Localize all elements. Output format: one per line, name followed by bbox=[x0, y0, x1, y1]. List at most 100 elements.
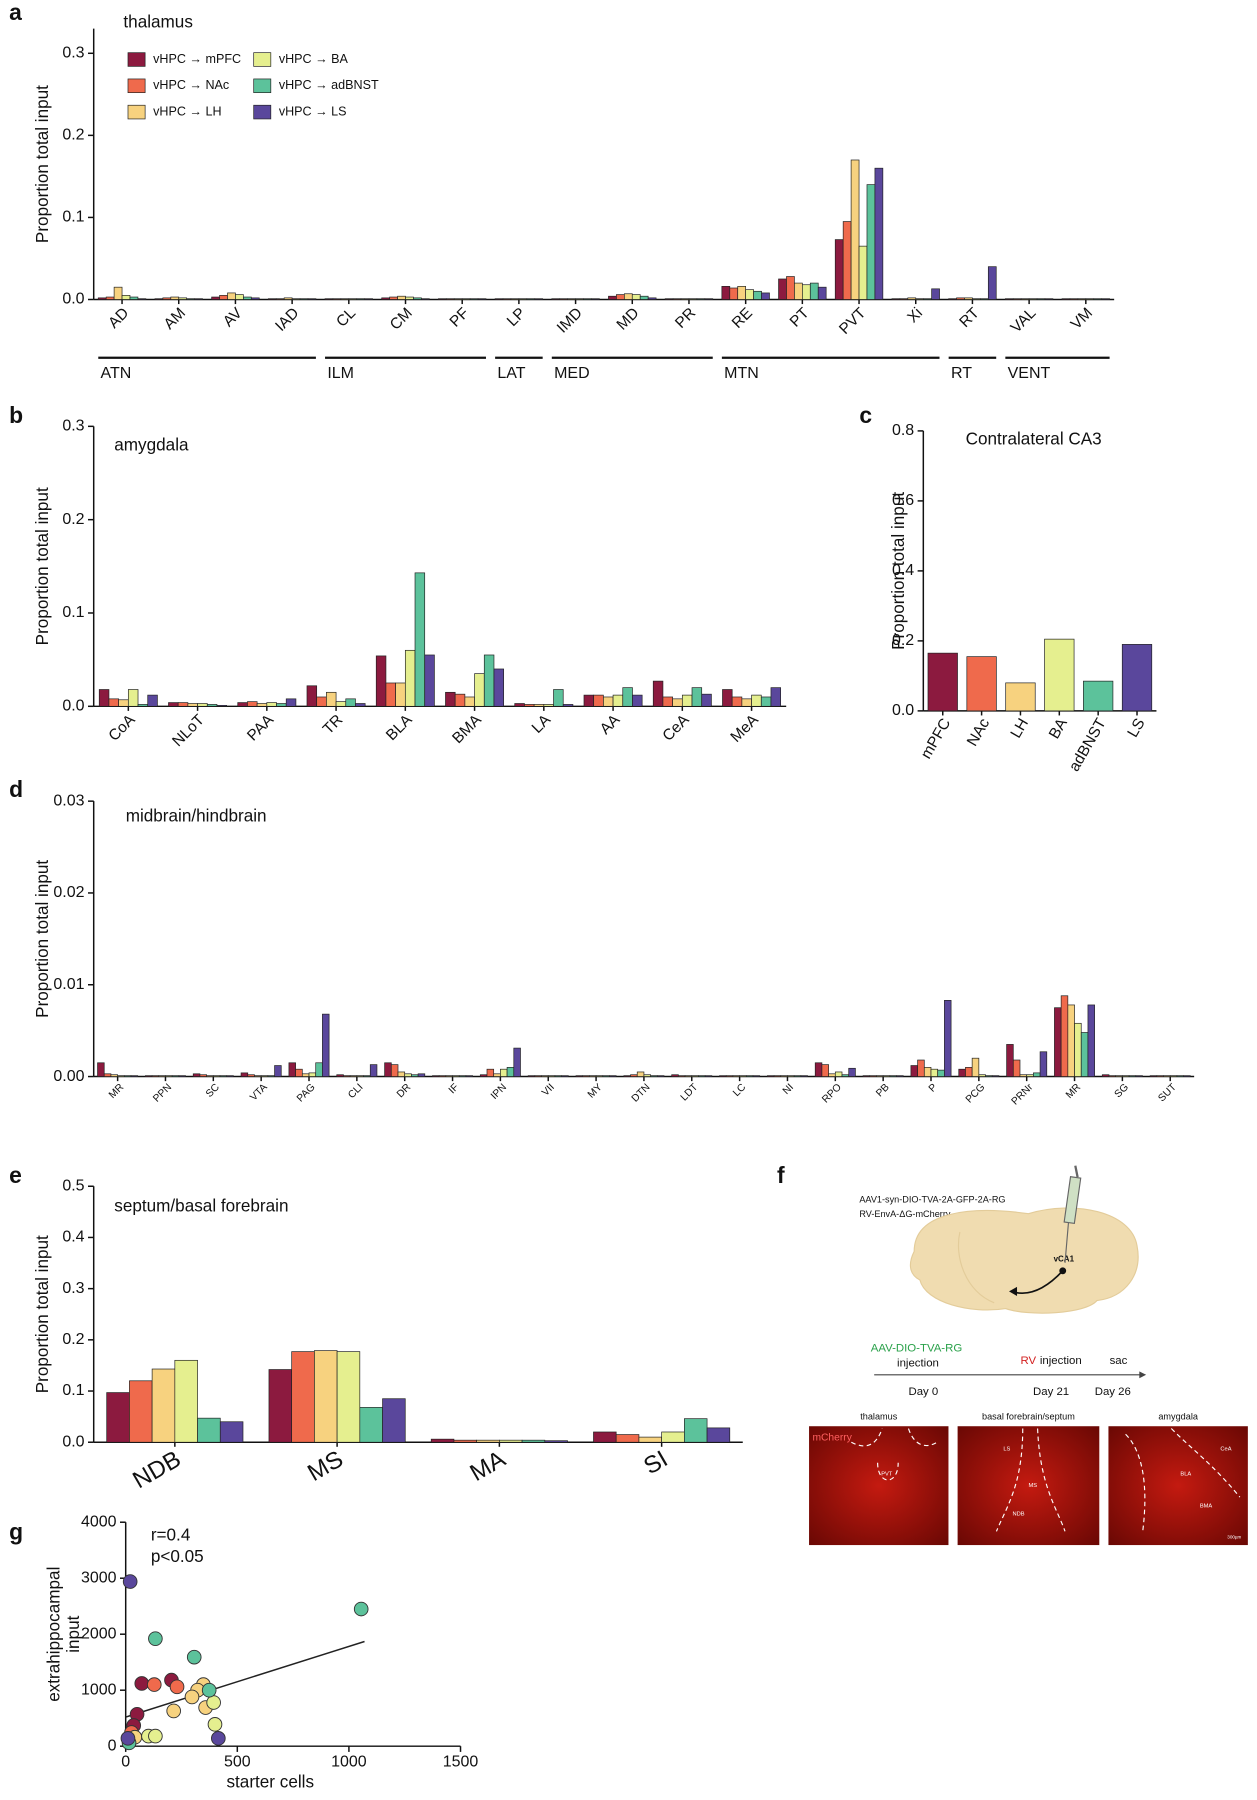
bar bbox=[1087, 1004, 1095, 1077]
image-label: mCherry bbox=[812, 1432, 852, 1443]
bar bbox=[991, 1075, 1000, 1077]
bar bbox=[445, 1075, 453, 1077]
x-tick-label: 1500 bbox=[443, 1753, 479, 1770]
bar bbox=[524, 704, 535, 707]
bar bbox=[267, 1075, 275, 1077]
bar bbox=[340, 298, 350, 300]
y-tick-label: 0.8 bbox=[892, 422, 914, 439]
bar bbox=[385, 682, 396, 707]
bar bbox=[464, 696, 475, 707]
bar bbox=[595, 1075, 604, 1077]
bar bbox=[527, 1075, 536, 1077]
bar bbox=[917, 1059, 925, 1077]
bar bbox=[476, 1439, 500, 1443]
bar bbox=[632, 694, 643, 707]
x-tick-label: NDB bbox=[128, 1446, 185, 1495]
bar bbox=[364, 298, 373, 300]
bar bbox=[247, 701, 258, 707]
bar bbox=[414, 572, 426, 707]
bar bbox=[219, 1075, 228, 1077]
bar bbox=[1005, 682, 1036, 712]
bar bbox=[1060, 995, 1069, 1077]
timeline-day: Day 21 bbox=[1033, 1386, 1069, 1398]
bar bbox=[1039, 1051, 1048, 1077]
bar bbox=[453, 1439, 477, 1443]
y-tick-label: 0.03 bbox=[53, 792, 84, 809]
bar bbox=[612, 694, 624, 707]
bar bbox=[1028, 298, 1038, 300]
bar bbox=[780, 1075, 788, 1077]
bar bbox=[288, 1062, 296, 1077]
x-tick-label: TR bbox=[320, 711, 347, 738]
bar bbox=[356, 298, 366, 300]
x-tick-label: PVT bbox=[836, 304, 870, 338]
x-tick-label: VII bbox=[540, 1082, 557, 1099]
scatter-point bbox=[148, 1631, 163, 1646]
bar bbox=[1085, 298, 1095, 300]
x-tick-label: 0 bbox=[121, 1753, 130, 1770]
bar bbox=[389, 296, 398, 300]
scatter-point bbox=[134, 1676, 150, 1691]
bar bbox=[688, 298, 698, 300]
bar bbox=[741, 698, 752, 707]
x-tick-label: mPFC bbox=[918, 716, 955, 762]
y-tick-label: 0.3 bbox=[62, 418, 84, 435]
bar bbox=[314, 1350, 338, 1443]
bar bbox=[848, 1067, 856, 1077]
bar bbox=[533, 704, 545, 707]
bar bbox=[551, 298, 561, 300]
x-tick-label: AV bbox=[220, 304, 246, 330]
x-tick-label: NLoT bbox=[169, 711, 208, 750]
bar bbox=[869, 1075, 877, 1077]
bar bbox=[980, 298, 989, 300]
bar bbox=[1121, 644, 1153, 712]
bar bbox=[493, 1073, 501, 1077]
bar bbox=[326, 691, 337, 707]
bar bbox=[108, 698, 119, 707]
bar bbox=[622, 687, 633, 707]
timeline-subtitle: injection bbox=[1040, 1355, 1082, 1367]
y-tick-label: 0.4 bbox=[62, 1229, 84, 1246]
x-tick-label: DTN bbox=[630, 1082, 653, 1105]
x-tick-label: SC bbox=[204, 1082, 222, 1100]
bar bbox=[356, 1075, 364, 1077]
image-title: basal forebrain/septum bbox=[982, 1412, 1075, 1422]
bar bbox=[554, 1075, 562, 1077]
bar bbox=[345, 698, 356, 707]
diagram: f AAV1-syn-DIO-TVA-2A-GFP-2A-RG RV-EnvA-… bbox=[777, 1162, 1248, 1546]
bar bbox=[858, 245, 868, 300]
bar bbox=[216, 705, 228, 707]
bar bbox=[817, 286, 827, 300]
y-tick-label: 4000 bbox=[81, 1513, 117, 1530]
image-label: LS bbox=[1003, 1447, 1010, 1453]
bar bbox=[583, 694, 595, 707]
x-tick-label: BLA bbox=[383, 711, 416, 744]
timeline-day: Day 0 bbox=[908, 1386, 938, 1398]
bar bbox=[171, 1075, 180, 1077]
legend-label: vHPC → LH bbox=[153, 104, 221, 118]
y-tick-label: 0.1 bbox=[62, 1382, 84, 1399]
bar bbox=[413, 297, 422, 300]
x-tick-label: LP bbox=[504, 305, 529, 330]
y-tick-label: 0.0 bbox=[62, 698, 84, 715]
bar bbox=[307, 298, 317, 300]
bar bbox=[767, 1075, 775, 1077]
bar bbox=[1044, 638, 1075, 712]
bar bbox=[1020, 298, 1030, 300]
bar bbox=[672, 298, 682, 300]
bar bbox=[486, 1068, 495, 1077]
bar bbox=[787, 1075, 795, 1077]
y-tick-label: 0.2 bbox=[62, 127, 84, 144]
scatter-point bbox=[146, 1677, 162, 1692]
x-tick-label: Xi bbox=[904, 305, 926, 327]
bar bbox=[513, 1047, 521, 1077]
bar bbox=[680, 298, 690, 300]
bar bbox=[162, 297, 172, 300]
bar bbox=[461, 298, 471, 300]
x-tick-label: RT bbox=[956, 304, 983, 331]
legend-label: vHPC → NAc bbox=[153, 78, 229, 92]
bar bbox=[1026, 1074, 1034, 1077]
bar bbox=[593, 1431, 617, 1443]
x-tick-label: IPN bbox=[489, 1082, 509, 1102]
image-label: MS bbox=[1028, 1483, 1037, 1489]
